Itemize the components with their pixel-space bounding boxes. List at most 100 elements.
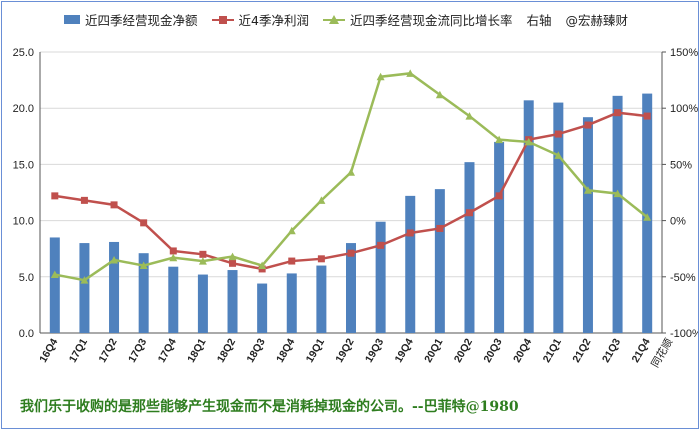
- source-label: 同花顺: [648, 336, 675, 370]
- bar: [346, 243, 356, 333]
- growth-point: [80, 276, 89, 284]
- bar: [286, 273, 297, 333]
- growth-point: [110, 255, 119, 264]
- bar: [582, 117, 593, 333]
- growth-point: [435, 90, 444, 99]
- bar: [79, 243, 90, 333]
- profit-point: [436, 224, 444, 232]
- growth-point: [406, 69, 415, 77]
- x-tick-label: 16Q4: [37, 336, 60, 364]
- growth-point: [643, 213, 652, 221]
- buffett-quote: 我们乐于收购的是那些能够产生现金而不是消耗掉现金的公司。--巴菲特@1980: [20, 399, 519, 415]
- growth-point: [317, 196, 326, 204]
- y-tick-label: 20.0: [13, 103, 34, 115]
- x-tick-label: 17Q3: [126, 336, 149, 364]
- x-tick-label: 21Q1: [541, 336, 564, 364]
- legend-watermark: @宏赫臻财: [565, 13, 629, 28]
- y2-tick-label: -50%: [670, 272, 696, 284]
- bar: [257, 283, 268, 333]
- x-tick-label: 18Q2: [215, 336, 238, 364]
- x-tick-label: 20Q3: [481, 336, 504, 364]
- y2-tick-label: 50%: [670, 159, 692, 171]
- legend-profit-swatch: [211, 14, 234, 26]
- profit-point: [643, 112, 651, 120]
- legend-item-bar: 近四季经营现金净额: [64, 10, 198, 29]
- profit-point: [584, 121, 592, 129]
- legend-growth-label: 近四季经营现金流同比增长率: [349, 13, 513, 28]
- legend-bar-swatch: [64, 15, 80, 24]
- growth-point: [347, 168, 355, 176]
- bar: [612, 95, 623, 333]
- x-tick-label: 18Q1: [185, 336, 208, 364]
- chart-legend: 近四季经营现金净额 近4季净利润 近四季经营现金流同比增长率 右轴 @宏赫臻财: [64, 10, 628, 29]
- triangle-marker-icon: [328, 14, 339, 24]
- x-tick-label: 17Q2: [96, 336, 119, 364]
- growth-point: [495, 135, 504, 144]
- x-tick-label: 18Q3: [245, 336, 268, 364]
- y-tick-label: 15.0: [13, 159, 34, 171]
- growth-point: [198, 257, 207, 265]
- profit-point: [317, 255, 325, 263]
- growth-point: [465, 112, 474, 120]
- y2-tick-label: 100%: [670, 103, 698, 115]
- profit-point: [110, 201, 118, 209]
- x-tick-label: 20Q2: [452, 336, 475, 364]
- y2-tick-label: 0%: [670, 216, 686, 228]
- profit-point: [406, 229, 414, 237]
- x-tick-label: 21Q4: [630, 336, 653, 364]
- legend-axis-note: 右轴: [526, 13, 552, 28]
- profit-point: [465, 209, 473, 217]
- growth-point: [139, 261, 148, 270]
- y-tick-label: 10.0: [13, 216, 34, 228]
- x-tick-label: 19Q2: [333, 336, 356, 364]
- x-tick-label: 19Q3: [363, 336, 386, 364]
- growth-point: [287, 226, 296, 235]
- profit-point: [199, 250, 207, 258]
- x-tick-label: 20Q1: [422, 336, 445, 364]
- x-tick-label: 17Q1: [67, 336, 90, 364]
- profit-point: [229, 259, 237, 267]
- profit-point: [347, 249, 355, 257]
- x-tick-label: 21Q2: [570, 336, 593, 364]
- bar: [523, 100, 534, 333]
- square-marker-icon: [218, 15, 227, 24]
- profit-point: [614, 109, 622, 117]
- y2-tick-label: -100%: [670, 328, 698, 340]
- bar: [168, 266, 179, 333]
- profit-point: [377, 241, 385, 249]
- growth-point: [613, 189, 622, 198]
- growth-point: [169, 253, 178, 262]
- profit-point: [140, 219, 148, 227]
- bar: [405, 195, 416, 333]
- bar: [553, 102, 564, 333]
- x-tick-label: 21Q3: [600, 336, 623, 364]
- bar: [375, 221, 386, 333]
- legend-item-growth: 近四季经营现金流同比增长率: [322, 10, 513, 29]
- growth-point: [524, 137, 533, 146]
- legend-growth-swatch: [322, 14, 345, 26]
- bar: [197, 274, 208, 333]
- y-tick-label: 0.0: [19, 328, 34, 340]
- growth-point: [258, 261, 267, 270]
- growth-point: [376, 72, 385, 81]
- bar: [49, 237, 60, 333]
- x-tick-label: 20Q4: [511, 336, 534, 364]
- growth-point: [554, 151, 563, 159]
- bar: [138, 253, 149, 333]
- y2-tick-label: 150%: [670, 47, 698, 59]
- x-tick-label: 18Q4: [274, 336, 297, 364]
- profit-point: [554, 130, 562, 138]
- profit-point: [51, 192, 59, 200]
- growth-point: [583, 186, 592, 194]
- bar: [434, 189, 445, 333]
- legend-item-profit: 近4季净利润: [211, 10, 309, 29]
- profit-point: [80, 196, 88, 204]
- profit-point: [495, 192, 503, 200]
- legend-profit-label: 近4季净利润: [238, 13, 309, 28]
- legend-bar-label: 近四季经营现金净额: [85, 13, 198, 28]
- bar: [109, 241, 120, 333]
- bar: [464, 162, 475, 333]
- x-tick-label: 19Q4: [393, 336, 416, 364]
